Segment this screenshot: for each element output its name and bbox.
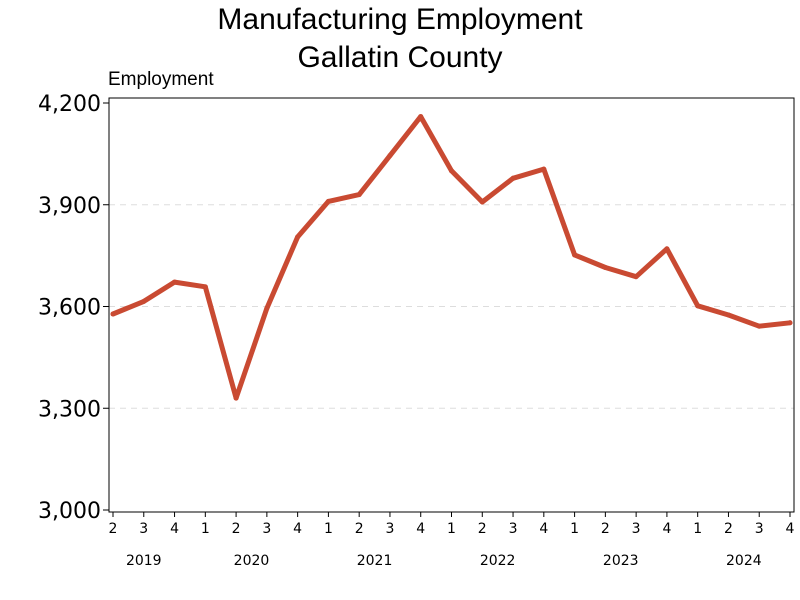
data-point (510, 175, 516, 181)
x-tick-label: 1 (570, 521, 579, 537)
x-tick-label: 3 (262, 521, 271, 537)
x-axis-years: 2019 2020 2021 2022 2023 2024 (126, 553, 762, 569)
x-tick-label: 1 (693, 521, 702, 537)
year-label: 2023 (603, 553, 639, 569)
x-tick-label: 2 (232, 521, 241, 537)
data-point (325, 198, 331, 204)
data-point (572, 252, 578, 258)
data-point (141, 298, 147, 304)
data-point (756, 323, 762, 329)
data-point (172, 279, 178, 285)
x-tick-label: 1 (201, 521, 210, 537)
data-point (418, 114, 424, 120)
x-tick-label: 1 (447, 521, 456, 537)
data-point (633, 274, 639, 280)
x-tick-label: 4 (170, 521, 179, 537)
data-point (602, 264, 608, 270)
data-point (541, 166, 547, 172)
x-tick-label: 3 (139, 521, 148, 537)
x-tick-label: 4 (539, 521, 548, 537)
chart-title-line-2: Gallatin County (297, 41, 503, 74)
x-tick-label: 3 (755, 521, 764, 537)
series-line (110, 114, 793, 401)
data-point (264, 305, 270, 311)
data-point (695, 303, 701, 309)
x-tick-label: 2 (601, 521, 610, 537)
data-point (110, 311, 116, 317)
y-tick-label: 4,200 (38, 92, 101, 117)
y-tick-label: 3,600 (38, 296, 101, 321)
y-tick-label: 3,300 (38, 397, 101, 422)
year-label: 2024 (726, 553, 762, 569)
x-tick-label: 4 (293, 521, 302, 537)
y-tick-label: 3,000 (38, 499, 101, 524)
chart-title-line-1: Manufacturing Employment (217, 3, 583, 36)
x-tick-label: 3 (385, 521, 394, 537)
data-point (479, 199, 485, 205)
y-axis-ticks: 3,000 3,300 3,600 3,900 4,200 (38, 92, 109, 524)
data-point (202, 284, 208, 290)
data-point (233, 395, 239, 401)
x-tick-label: 3 (509, 521, 518, 537)
data-point (664, 246, 670, 252)
x-tick-label: 2 (724, 521, 733, 537)
year-label: 2019 (126, 553, 162, 569)
x-tick-label: 2 (109, 521, 118, 537)
data-point (356, 192, 362, 198)
x-tick-label: 2 (355, 521, 364, 537)
x-tick-label: 1 (324, 521, 333, 537)
data-point (725, 312, 731, 318)
x-tick-label: 3 (632, 521, 641, 537)
data-point (449, 168, 454, 174)
data-point (387, 153, 393, 159)
x-tick-label: 4 (662, 521, 671, 537)
gridlines (109, 204, 794, 409)
x-tick-label: 4 (786, 521, 795, 537)
y-tick-label: 3,900 (38, 194, 101, 219)
x-axis-ticks: 2 3 4 1 2 3 4 1 2 3 4 1 2 3 4 1 2 3 4 1 2 3 4 (109, 512, 795, 537)
year-label: 2022 (480, 553, 516, 569)
year-label: 2020 (234, 553, 270, 569)
x-tick-label: 4 (416, 521, 425, 537)
data-point (787, 320, 793, 326)
x-tick-label: 2 (478, 521, 487, 537)
series-group (110, 114, 793, 401)
y-axis-label: Employment (108, 69, 214, 90)
year-label: 2021 (357, 553, 393, 569)
data-point (295, 234, 301, 240)
